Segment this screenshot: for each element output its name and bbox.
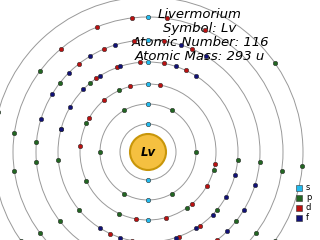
Text: Atomic Mass: 293 u: Atomic Mass: 293 u — [135, 50, 265, 63]
Text: p: p — [306, 193, 311, 203]
Text: Atomic Number: 116: Atomic Number: 116 — [131, 36, 269, 49]
Text: d: d — [306, 204, 311, 212]
Text: Symbol: Lv: Symbol: Lv — [164, 22, 236, 35]
Circle shape — [130, 134, 166, 170]
Text: f: f — [306, 214, 309, 222]
Text: Livermorium: Livermorium — [158, 8, 242, 21]
Text: s: s — [306, 184, 310, 192]
Text: Lv: Lv — [140, 145, 156, 158]
